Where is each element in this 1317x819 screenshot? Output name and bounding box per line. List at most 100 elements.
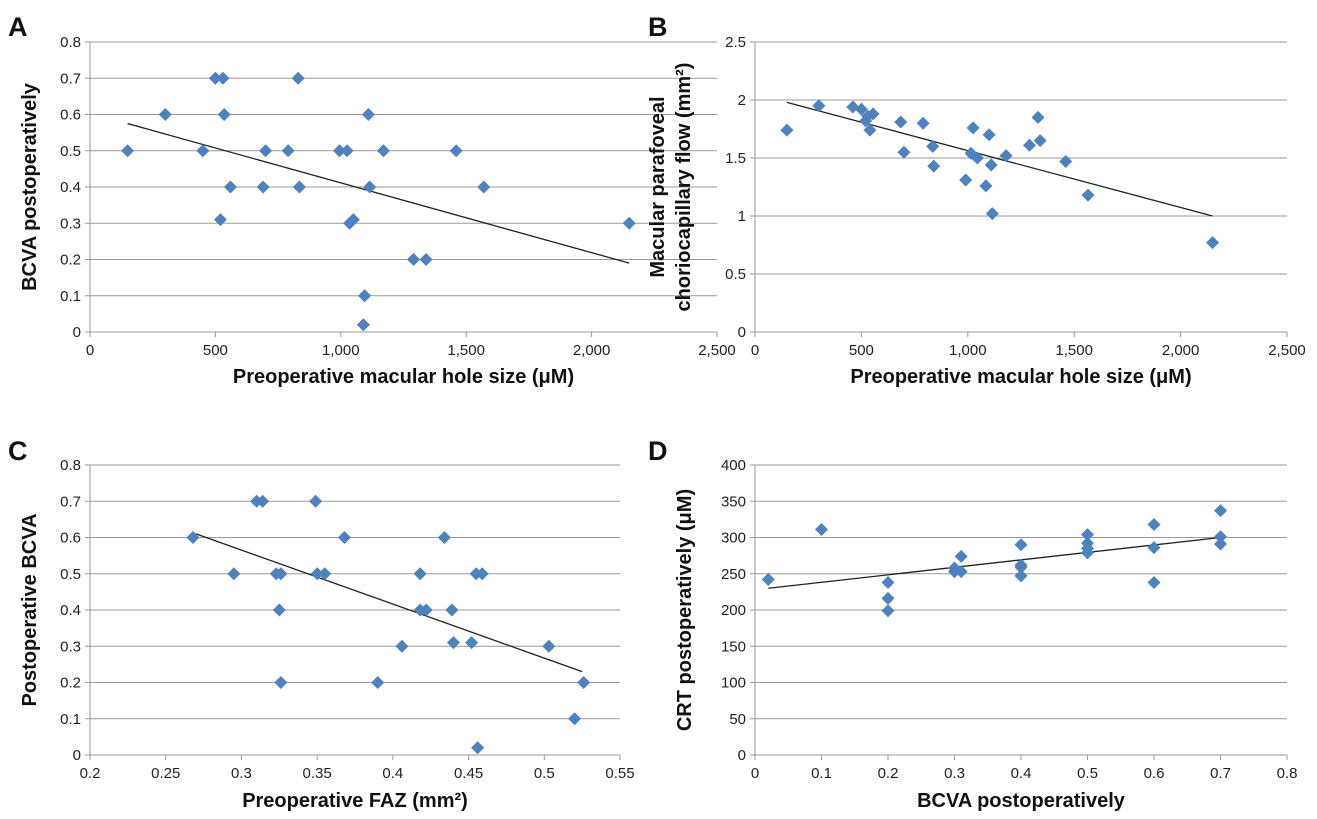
data-point [291,71,305,85]
x-axis-label: Preoperative macular hole size (μM) [850,366,1191,388]
data-point [948,565,961,579]
data-point [376,144,390,158]
trendline [768,536,1221,589]
data-point [966,121,980,135]
data-point [1031,110,1045,124]
x-tick-label: 0.55 [605,765,634,782]
x-tick-label: 0.25 [151,765,180,782]
x-tick-label: 0.1 [811,765,832,782]
data-point [959,173,973,187]
data-point [259,144,273,158]
data-point [881,575,895,589]
data-point [815,523,828,537]
panel-letter: C [8,436,28,466]
data-point [413,567,427,581]
data-point [761,573,775,587]
data-point [465,636,479,650]
data-point [217,108,231,121]
data-point [568,712,582,726]
data-point [274,567,288,581]
y-axis-label: BCVA postoperatively [19,82,41,291]
x-tick-label: 1,500 [1055,342,1093,359]
data-point [437,531,451,544]
y-axis-label: Macular parafoveal [647,96,669,277]
x-axis-label: Preoperative FAZ (mm²) [242,790,468,812]
y-tick-label: 0 [738,747,746,764]
x-tick-label: 0.3 [944,765,965,782]
data-point [1147,575,1161,589]
panel-c: 0 0.1 0.2 0.3 0.4 0.5 0.6 0.7 0.8 0.2 0.25 0.3 0.35 0… [8,436,635,812]
data-point [1147,541,1161,555]
y-tick-label: 0.4 [60,179,81,196]
y-tick-label: 50 [729,711,746,728]
data-point [272,603,286,617]
data-point [982,128,996,142]
x-axis-label: BCVA postoperatively [917,790,1126,812]
data-point [1081,546,1094,560]
data-point [223,180,237,194]
y-tick-label: 0.7 [60,70,81,87]
y-tick-label: 250 [721,566,746,583]
data-point [310,567,324,581]
data-point [213,213,227,227]
data-point [812,99,826,113]
data-point [333,144,347,158]
y-tick-label: 0 [73,324,81,341]
x-tick-label: 0.8 [1277,765,1298,782]
y-tick-label: 1.5 [725,150,746,167]
y-axis-label: Postoperative BCVA [19,513,41,706]
y-tick-label: 200 [721,602,746,619]
data-point [340,144,354,158]
y-tick-label: 300 [721,530,746,547]
x-tick-label: 2,000 [1162,342,1200,359]
x-tick-label: 0.5 [534,765,555,782]
trendline [127,122,630,264]
data-point [1014,560,1028,574]
data-point [1023,138,1037,152]
data-point [208,71,222,85]
x-tick-label: 0.2 [878,765,899,782]
data-point [256,180,270,194]
data-point [356,318,370,332]
data-point [916,116,930,130]
data-point [371,676,385,689]
data-point [1014,538,1028,552]
data-point [358,289,372,303]
y-axis-label: choriocapillary flow (mm²) [673,63,695,312]
data-point [1081,528,1094,542]
data-point [419,253,433,266]
data-point [337,531,351,544]
data-point [186,531,200,544]
x-tick-label: 1,500 [447,342,485,359]
data-point [346,213,360,227]
y-axis-label: CRT postoperatively (μM) [674,489,696,731]
data-point [979,179,993,193]
x-tick-label: 0.45 [454,765,483,782]
y-tick-label: 350 [721,493,746,510]
data-point [471,741,485,755]
x-tick-label: 500 [203,342,228,359]
data-point [1059,154,1073,168]
y-tick-label: 400 [721,457,746,474]
data-point [927,159,941,173]
data-point [926,139,940,153]
y-tick-label: 0.3 [60,638,81,655]
data-point [1214,530,1227,544]
y-tick-label: 0.8 [60,457,81,474]
x-tick-label: 0.35 [303,765,332,782]
x-tick-label: 0.5 [1077,765,1098,782]
data-point [419,603,433,617]
data-point [256,494,270,508]
y-tick-label: 0.5 [725,266,746,283]
data-point [121,144,135,158]
data-point [449,144,463,158]
data-point [395,639,409,653]
y-tick-label: 0.8 [60,34,81,51]
panel-letter: D [648,436,668,466]
y-tick-label: 0.3 [60,215,81,232]
data-point [407,253,421,266]
y-tick-label: 0 [73,747,81,764]
data-point [281,144,295,158]
data-point [446,636,460,650]
